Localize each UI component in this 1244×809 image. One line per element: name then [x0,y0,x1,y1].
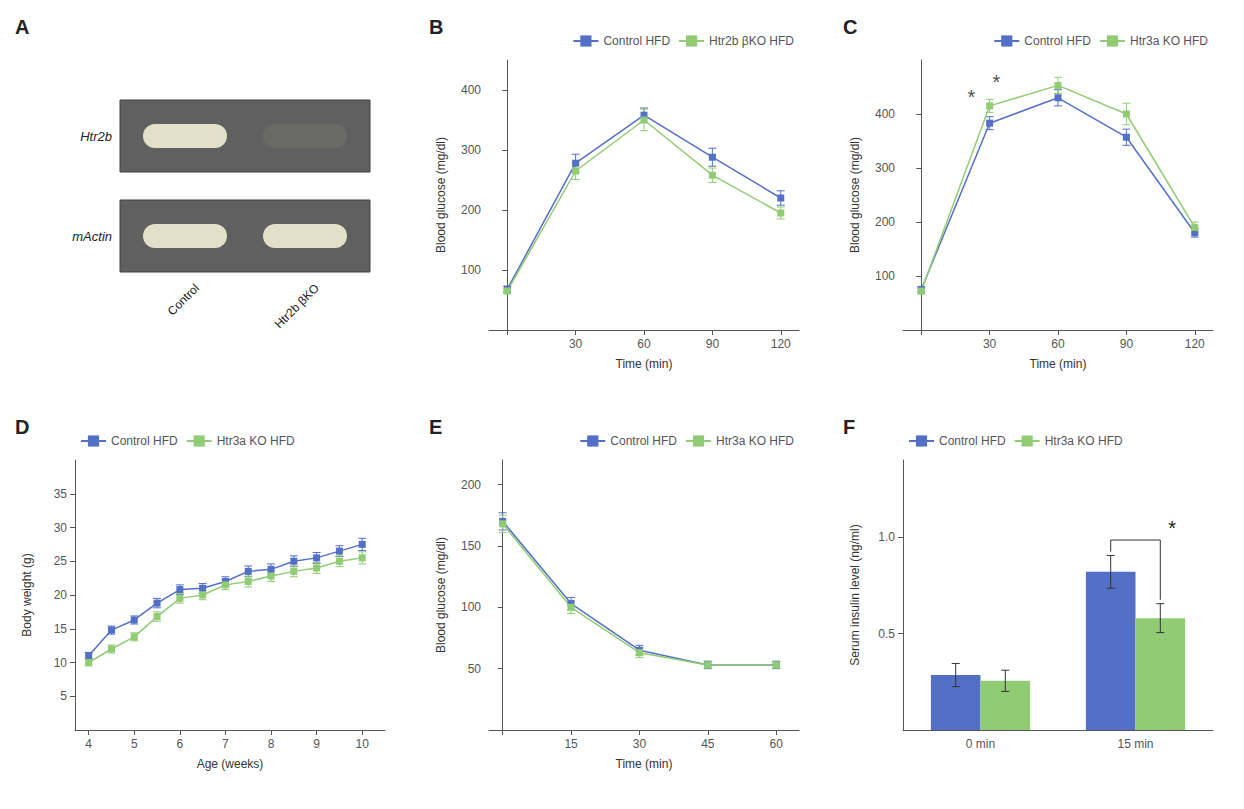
svg-text:Control HFD: Control HFD [610,434,677,448]
svg-text:Control HFD: Control HFD [603,34,670,48]
svg-text:15 min: 15 min [1117,737,1153,751]
svg-text:100: 100 [875,269,895,283]
svg-text:Htr2b βKO HFD: Htr2b βKO HFD [709,34,794,48]
svg-text:Control HFD: Control HFD [111,434,178,448]
svg-text:200: 200 [461,203,481,217]
svg-text:45: 45 [701,737,715,751]
svg-text:90: 90 [1120,337,1134,351]
svg-text:6: 6 [177,737,184,751]
svg-text:Blood glucose (mg/dl): Blood glucose (mg/dl) [434,137,448,253]
svg-text:Control HFD: Control HFD [1024,34,1091,48]
svg-text:A: A [15,16,29,38]
svg-text:0 min: 0 min [966,737,995,751]
svg-text:400: 400 [461,83,481,97]
svg-text:Blood glucose (mg/dl): Blood glucose (mg/dl) [848,137,862,253]
svg-text:120: 120 [1185,337,1205,351]
svg-text:Age (weeks): Age (weeks) [197,757,264,771]
svg-text:25: 25 [54,554,68,568]
svg-text:F: F [843,416,855,438]
svg-text:15: 15 [54,622,68,636]
svg-text:Blood glucose (mg/dl): Blood glucose (mg/dl) [434,537,448,653]
svg-text:*: * [1168,517,1176,539]
svg-text:C: C [843,16,857,38]
svg-text:4: 4 [85,737,92,751]
svg-text:60: 60 [637,337,651,351]
svg-text:90: 90 [706,337,720,351]
svg-text:Htr2b: Htr2b [80,129,112,144]
svg-text:30: 30 [54,521,68,535]
svg-text:10: 10 [356,737,370,751]
svg-text:Time (min): Time (min) [1030,357,1087,371]
svg-text:Htr2b βKO: Htr2b βKO [272,281,322,331]
svg-text:100: 100 [461,263,481,277]
svg-text:30: 30 [983,337,997,351]
svg-text:100: 100 [461,600,481,614]
svg-text:Serum insulin level (ng/ml): Serum insulin level (ng/ml) [848,524,862,665]
svg-text:300: 300 [875,161,895,175]
svg-text:Htr3a KO HFD: Htr3a KO HFD [1045,434,1123,448]
svg-text:30: 30 [569,337,583,351]
svg-text:400: 400 [875,107,895,121]
svg-text:300: 300 [461,143,481,157]
svg-text:0.5: 0.5 [878,627,895,641]
svg-text:200: 200 [461,478,481,492]
svg-text:Time (min): Time (min) [616,357,673,371]
svg-text:10: 10 [54,656,68,670]
svg-text:200: 200 [875,215,895,229]
svg-text:Htr3a KO HFD: Htr3a KO HFD [217,434,295,448]
svg-text:15: 15 [564,737,578,751]
svg-text:60: 60 [1051,337,1065,351]
svg-text:B: B [429,16,443,38]
svg-text:Control: Control [165,281,202,318]
svg-text:1.0: 1.0 [878,530,895,544]
svg-text:5: 5 [131,737,138,751]
svg-text:8: 8 [268,737,275,751]
svg-text:*: * [993,71,1001,93]
svg-text:9: 9 [313,737,320,751]
svg-text:*: * [967,86,975,108]
svg-text:Htr3a KO HFD: Htr3a KO HFD [716,434,794,448]
svg-text:30: 30 [633,737,647,751]
svg-text:20: 20 [54,588,68,602]
svg-text:120: 120 [771,337,791,351]
svg-text:D: D [15,416,29,438]
svg-text:Control HFD: Control HFD [939,434,1006,448]
svg-text:7: 7 [222,737,229,751]
svg-text:Time (min): Time (min) [616,757,673,771]
svg-text:150: 150 [461,539,481,553]
svg-text:Htr3a KO HFD: Htr3a KO HFD [1130,34,1208,48]
svg-text:Body weight (g): Body weight (g) [20,553,34,636]
svg-text:E: E [429,416,442,438]
svg-text:5: 5 [60,689,67,703]
svg-text:mActin: mActin [72,229,112,244]
svg-text:50: 50 [468,662,482,676]
svg-text:35: 35 [54,487,68,501]
svg-text:60: 60 [770,737,784,751]
